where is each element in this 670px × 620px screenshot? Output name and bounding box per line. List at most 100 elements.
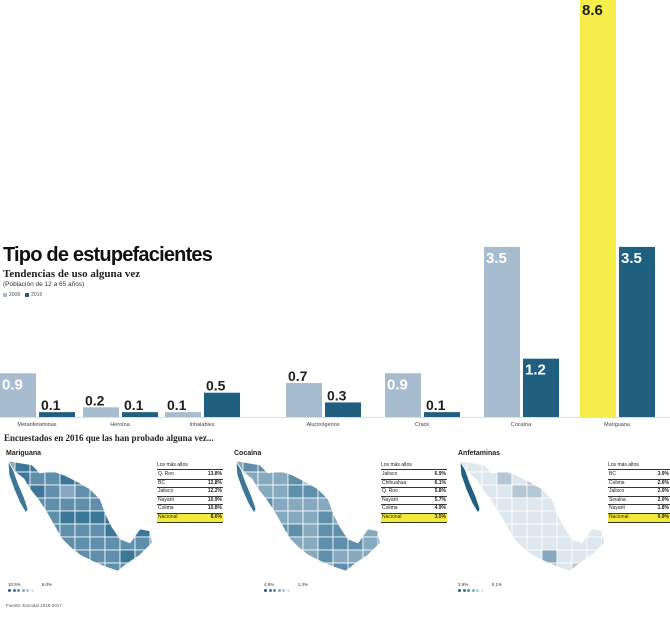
- state-region: [511, 471, 528, 486]
- state-region: [287, 523, 304, 538]
- ranking-state: BC: [609, 471, 616, 477]
- state-region: [511, 510, 528, 525]
- state-region: [105, 576, 120, 583]
- legend-label-2008: 2008: [9, 292, 21, 298]
- map-title: Cocaína: [234, 450, 262, 457]
- state-region: [44, 497, 61, 512]
- state-region: [272, 497, 289, 512]
- state-region: [347, 497, 364, 512]
- ranking-state: Colima: [609, 479, 625, 486]
- legend-label-2016: 2016: [31, 292, 43, 298]
- state-region: [511, 461, 528, 473]
- country-outline: [459, 460, 605, 572]
- state-region: [242, 523, 259, 538]
- bar-chart: 0.9 0.1 Metanfetaminas 0.2 0.1 Heroína 0.1 0.5 I…: [0, 0, 670, 428]
- chart-title: Tipo de estupefacientes: [3, 244, 213, 266]
- state-region: [74, 484, 91, 499]
- state-region: [541, 510, 558, 525]
- state-region: [348, 576, 363, 583]
- state-region: [317, 461, 334, 473]
- scale-dot: [8, 589, 11, 592]
- state-region: [496, 461, 513, 473]
- state-region: [601, 523, 604, 538]
- state-region: [272, 461, 289, 473]
- ranking-state: Colima: [158, 505, 174, 512]
- state-region: [44, 549, 61, 564]
- scale-dot: [21, 589, 25, 592]
- state-region: [318, 576, 333, 583]
- state-region: [526, 562, 543, 571]
- state-region: [511, 523, 528, 538]
- state-region: [526, 497, 543, 512]
- state-region: [272, 523, 289, 538]
- ranking-value: 12.2%: [207, 488, 222, 495]
- state-region: [243, 576, 258, 583]
- ranking-state: Sinaloa: [609, 496, 626, 503]
- state-region: [287, 549, 304, 564]
- state-region: [257, 497, 274, 512]
- state-region: [527, 576, 542, 583]
- state-region: [242, 510, 259, 525]
- state-region: [74, 471, 91, 486]
- legend-swatch-2016: [25, 293, 30, 297]
- state-region: [347, 510, 364, 525]
- state-region: [466, 536, 483, 551]
- ranking-row: Q. Roo 13.8%: [157, 471, 223, 480]
- state-region: [332, 562, 349, 571]
- state-region: [104, 497, 121, 512]
- scale-dot: [286, 589, 290, 592]
- bar-2016-4: [424, 412, 460, 417]
- state-region: [332, 471, 349, 486]
- state-region: [460, 497, 468, 512]
- state-region: [150, 576, 160, 583]
- ranking-header: Los más altos: [608, 462, 670, 470]
- state-region: [556, 484, 573, 499]
- ranking-state: Nacional: [609, 513, 629, 520]
- state-region: [541, 523, 558, 538]
- state-region: [377, 562, 380, 571]
- state-region: [287, 497, 304, 512]
- state-region: [481, 549, 498, 564]
- state-region: [236, 536, 244, 551]
- state-region: [526, 471, 543, 486]
- state-region: [29, 549, 46, 564]
- state-region: [571, 484, 588, 499]
- ranking-value: 2.6%: [657, 479, 669, 486]
- bar-label-2008-5: 3.5: [486, 250, 507, 267]
- state-region: [317, 562, 334, 571]
- bar-2016-3: [325, 402, 361, 417]
- state-region: [572, 576, 587, 583]
- scale-dot: [282, 589, 285, 592]
- state-region: [571, 497, 588, 512]
- state-region: [29, 562, 46, 571]
- state-region: [272, 484, 289, 499]
- ranking-header: Los más altos: [157, 462, 223, 470]
- state-region: [287, 484, 304, 499]
- state-region: [242, 549, 259, 564]
- scale-dots: [264, 589, 308, 592]
- ranking-state: Jalisco: [158, 488, 174, 495]
- state-region: [14, 461, 31, 473]
- ranking-value: 13.8%: [207, 471, 222, 477]
- ranking-state: Jalisco: [609, 488, 625, 495]
- state-region: [347, 471, 364, 486]
- color-scale: 10.6% 5.0%: [8, 582, 52, 592]
- state-region: [571, 510, 588, 525]
- state-region: [257, 471, 274, 486]
- state-region: [44, 536, 61, 551]
- ranking-state: Q. Roo: [158, 471, 174, 477]
- state-region: [134, 536, 151, 551]
- ranking-state: Nayarit: [382, 496, 398, 503]
- state-region: [332, 549, 349, 564]
- category-label-5: Cocaína: [511, 422, 532, 428]
- category-label-4: Crack: [415, 422, 430, 428]
- state-region: [8, 562, 16, 571]
- state-region: [272, 549, 289, 564]
- category-label-1: Heroína: [110, 422, 131, 428]
- state-region: [586, 510, 603, 525]
- state-region: [8, 536, 16, 551]
- state-region: [466, 461, 483, 473]
- ranking-value: 10.9%: [207, 496, 222, 503]
- state-region: [466, 510, 483, 525]
- ranking-row: BC 12.8%: [157, 480, 223, 489]
